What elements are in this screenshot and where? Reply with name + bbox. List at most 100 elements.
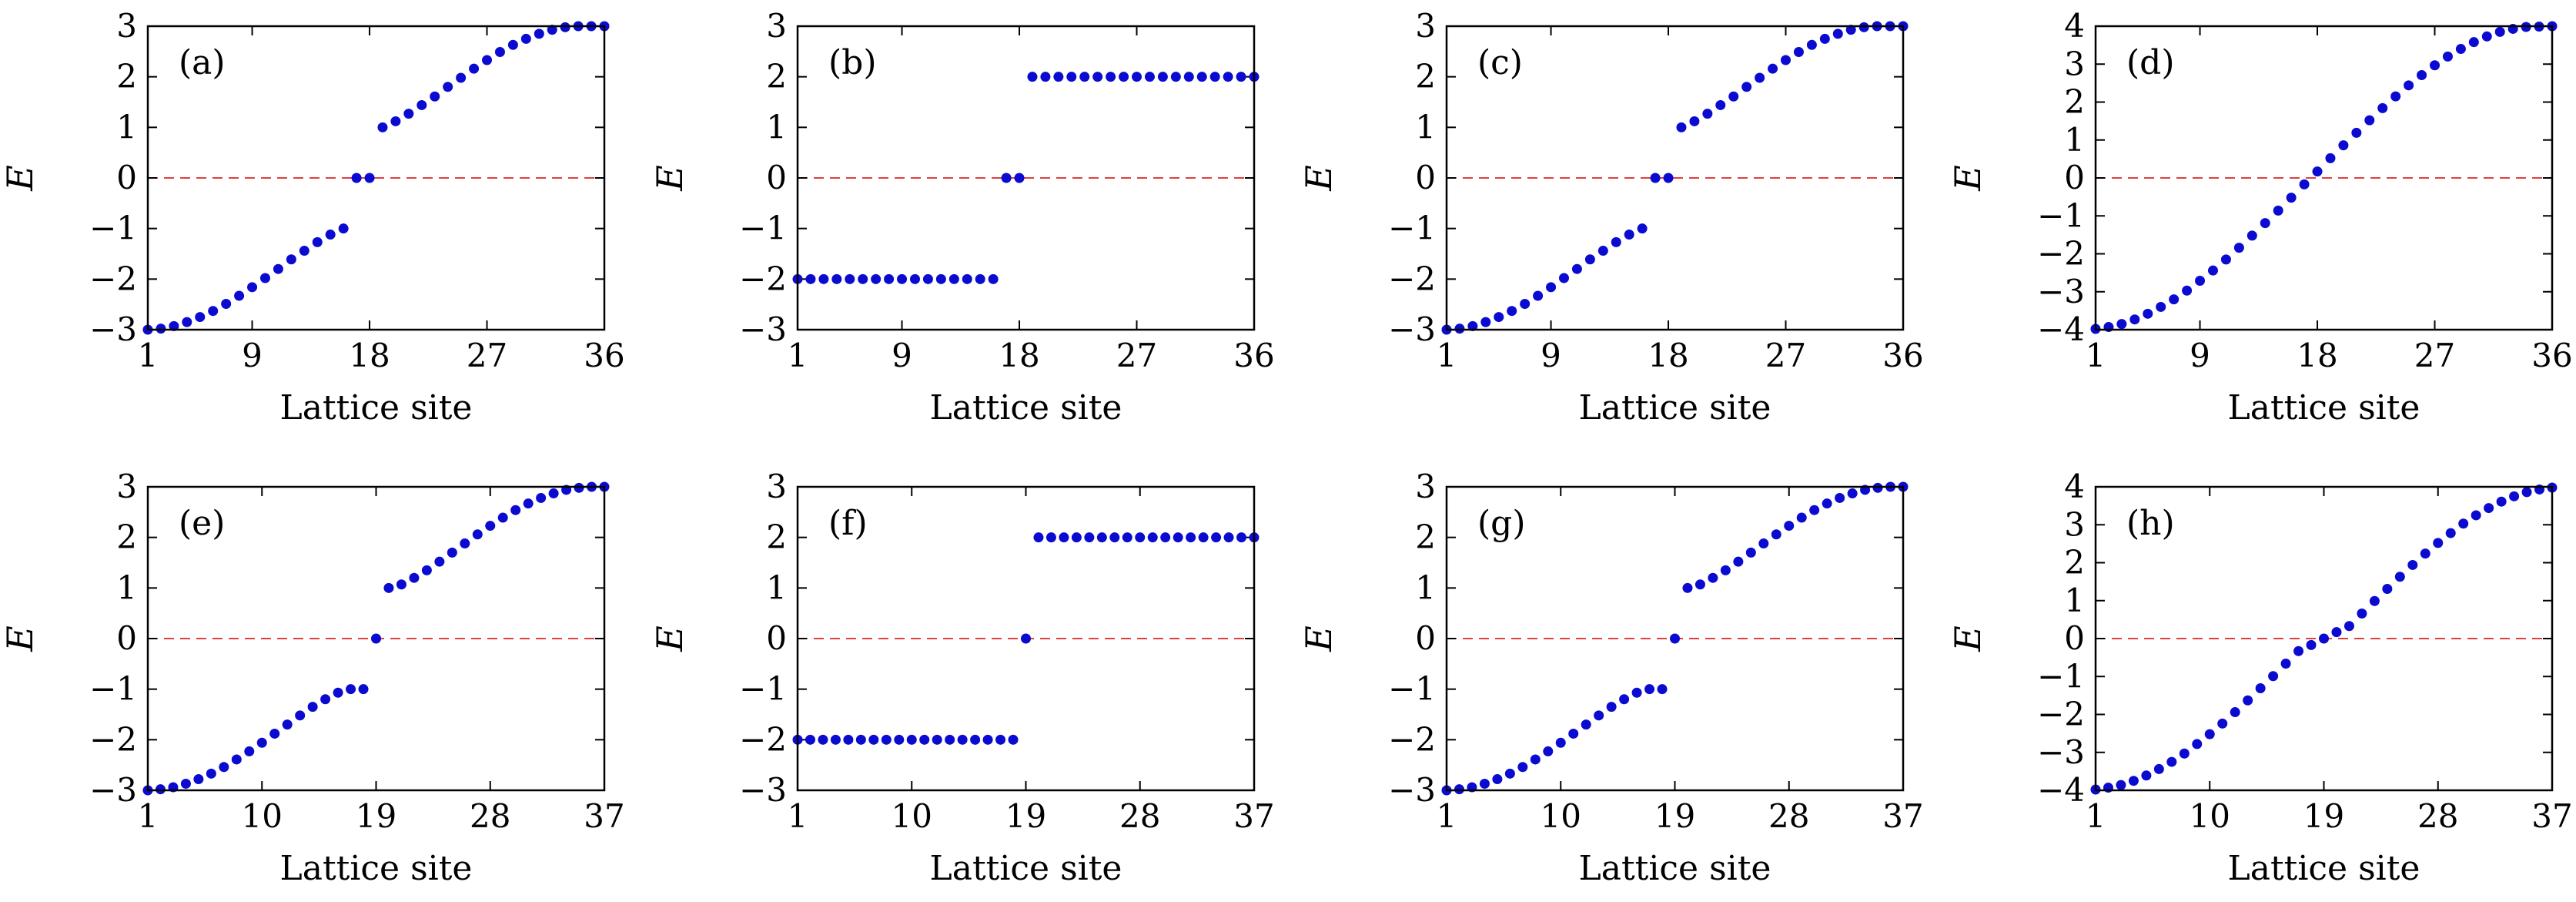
data-point: [2273, 205, 2283, 216]
data-point: [1517, 762, 1528, 773]
plot-frame: [1445, 485, 1905, 792]
plot-frame: [146, 25, 606, 331]
data-point: [460, 538, 470, 549]
data-point: [922, 273, 933, 284]
data-point: [805, 273, 816, 284]
y-tick-label: 4: [2064, 7, 2085, 45]
y-tick-label: 3: [116, 468, 137, 505]
y-tick-label: 1: [1415, 108, 1436, 146]
x-tick-label: 1: [1437, 797, 1457, 835]
data-point: [1581, 719, 1591, 730]
panel-label: (f): [828, 504, 868, 543]
data-point: [1793, 46, 1804, 57]
data-point: [2141, 770, 2152, 781]
data-point: [219, 762, 229, 773]
data-point: [988, 273, 999, 284]
data-point: [2420, 548, 2430, 559]
data-point: [2521, 487, 2532, 498]
data-point: [1209, 72, 1220, 82]
data-point: [2286, 193, 2297, 203]
data-point: [2455, 44, 2466, 55]
y-tick-label: 3: [1415, 7, 1436, 45]
data-point: [2471, 510, 2481, 521]
data-point: [417, 99, 427, 110]
data-point: [1504, 768, 1515, 779]
y-tick-label: −2: [1388, 720, 1436, 758]
data-point: [2182, 285, 2193, 296]
data-point: [1631, 687, 1642, 698]
data-point: [560, 22, 570, 32]
data-point: [2217, 718, 2228, 729]
data-point: [2407, 559, 2418, 570]
y-tick-label: 2: [766, 518, 787, 556]
y-tick-label: 0: [116, 159, 137, 196]
data-point: [1211, 532, 1222, 543]
data-point: [2230, 707, 2240, 718]
data-point: [1157, 72, 1168, 82]
y-tick-label: 0: [766, 619, 787, 657]
data-point: [2433, 538, 2444, 548]
data-point: [2129, 314, 2140, 325]
y-tick-label: −2: [739, 260, 787, 297]
panel-g: 1 10 19 28 37 −3 −2 −1 0 1 2 3 (g) Lattice site E: [1298, 468, 1924, 888]
data-point: [1768, 63, 1778, 74]
y-tick-label: −3: [1388, 771, 1436, 809]
data-point: [1053, 72, 1064, 82]
y-tick-label: −2: [1388, 260, 1436, 297]
y-tick-label: −3: [89, 310, 137, 348]
data-point: [231, 754, 242, 765]
data-point: [2369, 595, 2380, 606]
data-point: [1183, 72, 1194, 82]
panel-label: (a): [179, 43, 226, 82]
y-tick-label: 3: [766, 468, 787, 505]
x-tick-label: 27: [467, 337, 507, 374]
y-tick-label: 1: [116, 108, 137, 146]
data-point: [982, 734, 993, 745]
y-axis-title: E: [0, 165, 41, 192]
plot-frame: [2094, 25, 2554, 331]
y-tick-label: 2: [1415, 58, 1436, 96]
data-point: [897, 273, 908, 284]
data-point: [1492, 774, 1503, 785]
x-axis-title: Lattice site: [2228, 849, 2420, 888]
data-point: [884, 273, 895, 284]
data-point: [1479, 778, 1490, 789]
data-point: [1223, 532, 1234, 543]
data-point: [307, 702, 318, 713]
data-point: [1733, 556, 1744, 567]
data-point: [805, 734, 815, 745]
panel-label: (e): [179, 504, 225, 543]
x-tick-label: 27: [2414, 337, 2455, 374]
y-tick-label: −2: [2037, 696, 2085, 733]
y-axis-title: E: [1298, 625, 1340, 652]
y-tick-label: 3: [2064, 45, 2085, 82]
data-point: [843, 734, 854, 745]
data-point: [2331, 627, 2342, 638]
data-point: [1676, 122, 1687, 132]
data-point: [536, 492, 547, 503]
data-point: [2299, 179, 2310, 189]
panel-b: 1 9 18 27 36 −3 −2 −1 0 1 2 3 (b) Lattice site E: [649, 7, 1275, 428]
data-point: [299, 246, 309, 257]
data-point: [2319, 633, 2329, 644]
plot-frame: [796, 485, 1256, 792]
x-tick-label: 19: [1005, 797, 1046, 835]
data-point: [1819, 33, 1830, 44]
data-point: [831, 273, 842, 284]
y-tick-label: −1: [2037, 196, 2085, 234]
data-point: [2390, 91, 2401, 102]
x-tick-label: 1: [788, 337, 808, 374]
y-tick-label: 3: [766, 7, 787, 45]
y-tick-label: 0: [766, 159, 787, 196]
data-point: [472, 529, 483, 540]
data-point: [871, 273, 882, 284]
data-point: [1806, 39, 1817, 50]
data-point: [830, 734, 841, 745]
y-tick-label: 1: [766, 108, 787, 146]
x-tick-label: 18: [999, 337, 1039, 374]
data-point: [1758, 538, 1769, 549]
y-tick-label: −3: [1388, 310, 1436, 348]
data-point: [2325, 153, 2336, 163]
y-tick-label: 2: [2064, 544, 2085, 582]
